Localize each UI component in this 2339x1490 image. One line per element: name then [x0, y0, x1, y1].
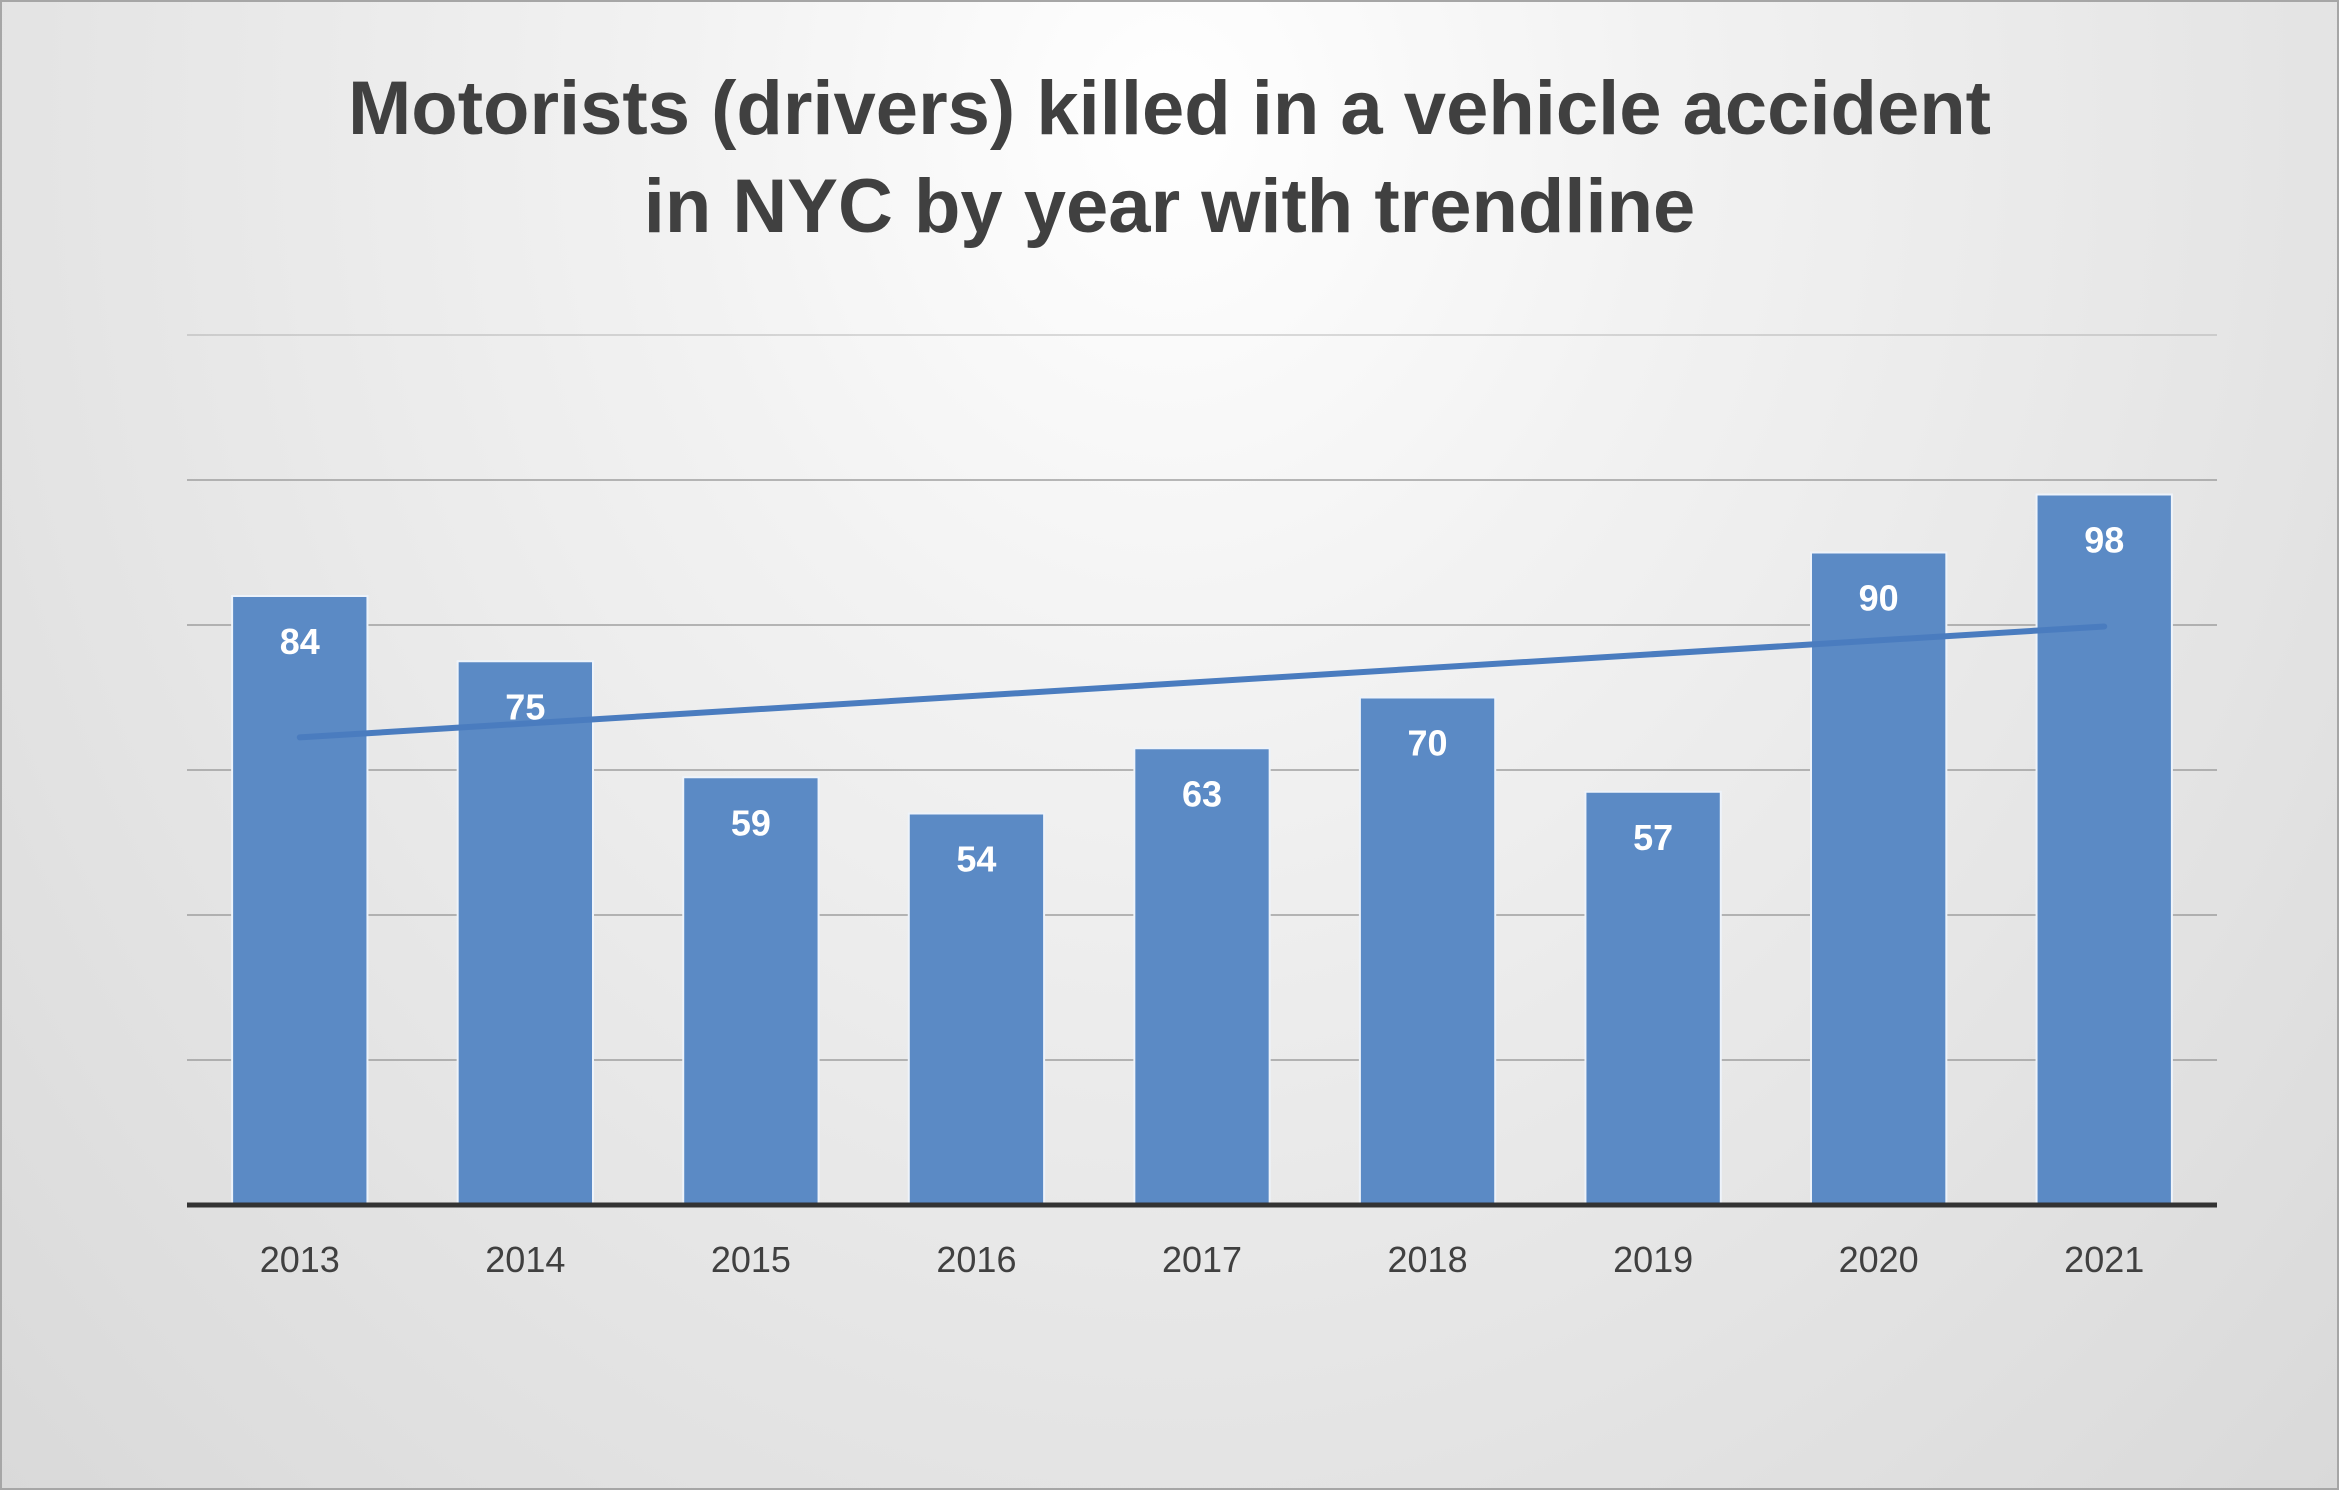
- data-label-2014: 75: [505, 686, 545, 727]
- chart-title: Motorists (drivers) killed in a vehicle …: [2, 60, 2337, 256]
- x-tick-label-2021: 2021: [2064, 1239, 2144, 1280]
- bar-2019: [1584, 790, 1722, 1206]
- bar-2013: [231, 595, 369, 1206]
- x-tick-label-2014: 2014: [485, 1239, 565, 1280]
- data-label-2015: 59: [731, 802, 771, 843]
- x-tick-label-2015: 2015: [711, 1239, 791, 1280]
- x-tick-label-2020: 2020: [1839, 1239, 1919, 1280]
- x-tick-label-2018: 2018: [1388, 1239, 1468, 1280]
- bar-2018: [1358, 696, 1497, 1206]
- x-tick-label-2016: 2016: [936, 1239, 1016, 1280]
- x-tick-label-2019: 2019: [1613, 1239, 1693, 1280]
- bar-2021: [2035, 493, 2173, 1206]
- chart-title-line-1: Motorists (drivers) killed in a vehicle …: [348, 66, 1991, 151]
- bar-2015: [682, 776, 820, 1206]
- data-label-2013: 84: [280, 621, 320, 662]
- x-axis: 2013 2014 2015 2016 2017 2018 2019 2020 2021: [187, 1202, 2217, 1280]
- data-label-2019: 57: [1633, 817, 1673, 858]
- bar-2016: [907, 812, 1046, 1206]
- data-label-2016: 54: [956, 839, 996, 880]
- data-label-2020: 90: [1859, 578, 1899, 619]
- trendline-layer: [296, 623, 2108, 741]
- data-label-2018: 70: [1408, 723, 1448, 764]
- x-tick-label-2013: 2013: [260, 1239, 340, 1280]
- data-label-2017: 63: [1182, 773, 1222, 814]
- bar-2020: [1810, 551, 1948, 1206]
- x-tick-label-2017: 2017: [1162, 1239, 1242, 1280]
- bar-2014: [456, 660, 594, 1206]
- bars: [231, 493, 2173, 1206]
- chart-title-line-2: in NYC by year with trendline: [643, 164, 1696, 249]
- data-labels: 84 75 59 54 63 70 57 90 98: [280, 520, 2124, 880]
- data-label-2021: 98: [2084, 520, 2124, 561]
- bar-2017: [1133, 747, 1271, 1206]
- trendline: [296, 623, 2108, 741]
